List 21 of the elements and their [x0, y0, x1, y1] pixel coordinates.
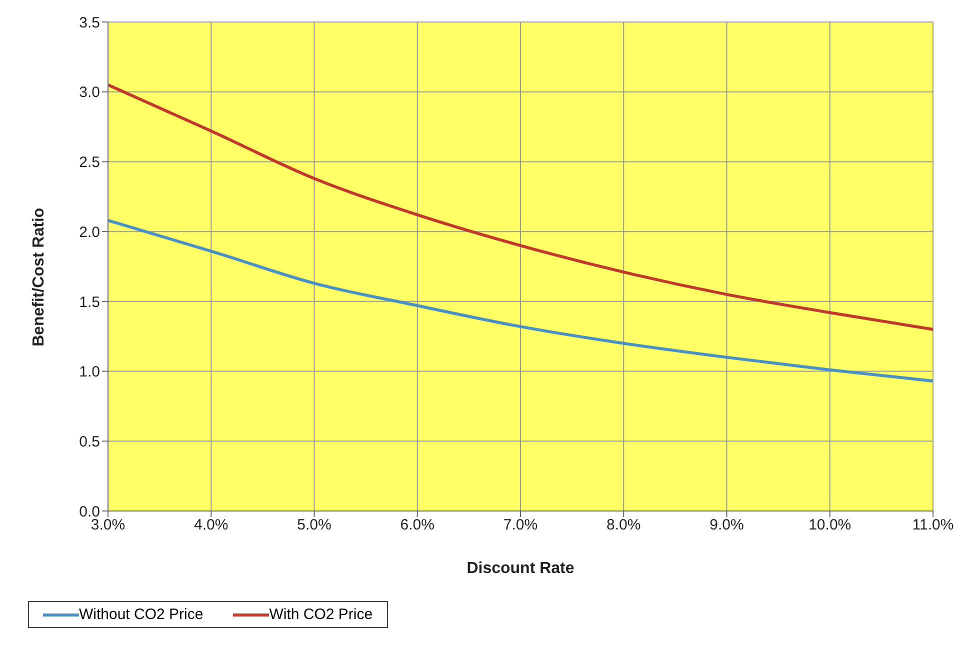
line-series [108, 218, 933, 383]
y-tick-label: 3.0 [79, 84, 100, 102]
legend-label: With CO2 Price [269, 606, 373, 623]
x-tick-label: 11.0% [912, 516, 954, 534]
x-tick-label: 8.0% [606, 516, 641, 534]
y-axis-title: Benefit/Cost Ratio [30, 208, 48, 346]
y-tick-label: 1.5 [79, 294, 100, 311]
x-tick-label: 4.0% [194, 516, 228, 534]
y-tick-label: 1.0 [79, 364, 100, 381]
legend-label: Without CO2 Price [79, 606, 204, 623]
line-series [108, 83, 933, 331]
x-tick-label: 6.0% [400, 516, 434, 534]
x-tick-label: 9.0% [710, 516, 744, 534]
y-tick-label: 2.5 [79, 154, 100, 172]
y-tick-label: 0.5 [79, 433, 100, 450]
y-tick-label: 2.0 [79, 224, 100, 241]
x-tick-label: 5.0% [297, 516, 332, 534]
x-tick-label: 7.0% [503, 516, 538, 534]
y-tick-label: 3.5 [79, 14, 100, 32]
x-axis-title: Discount Rate [466, 560, 574, 577]
x-tick-label: 10.0% [808, 516, 852, 534]
